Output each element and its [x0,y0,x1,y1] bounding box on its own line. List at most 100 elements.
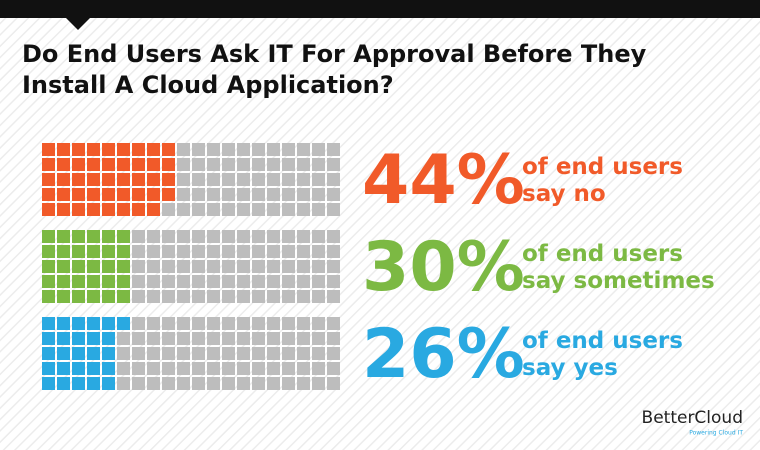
waffle-cell-empty [237,188,250,201]
waffle-cell-empty [162,362,175,375]
waffle-cell-filled [102,230,115,243]
waffle-cell-filled [87,245,100,258]
waffle-cell-empty [147,347,160,360]
waffle-cell-empty [207,203,220,216]
waffle-cell-filled [72,143,85,156]
waffle-cell-filled [72,347,85,360]
waffle-cell-filled [72,377,85,390]
waffle-cell-filled [132,203,145,216]
waffle-cell-filled [72,188,85,201]
waffle-cell-filled [147,203,160,216]
waffle-cell-empty [237,317,250,330]
waffle-cell-empty [222,332,235,345]
waffle-cell-empty [327,377,340,390]
waffle-cell-filled [57,347,70,360]
waffle-cell-filled [57,362,70,375]
waffle-cell-empty [177,260,190,273]
waffle-cell-empty [267,143,280,156]
waffle-cell-empty [297,158,310,171]
waffle-cell-empty [192,230,205,243]
waffle-cell-empty [132,332,145,345]
waffle-cell-empty [252,362,265,375]
waffle-cell-empty [327,332,340,345]
waffle-cell-filled [87,362,100,375]
waffle-cell-empty [327,362,340,375]
waffle-cell-empty [252,203,265,216]
waffle-cell-empty [132,245,145,258]
waffle-cell-empty [252,275,265,288]
waffle-cell-filled [72,173,85,186]
waffle-cell-empty [207,290,220,303]
waffle-cell-empty [297,245,310,258]
series-name: say yes [522,355,618,381]
waffle-cell-filled [117,260,130,273]
waffle-cell-empty [327,317,340,330]
waffle-cell-empty [252,290,265,303]
waffle-cell-empty [222,317,235,330]
waffle-cell-empty [312,173,325,186]
waffle-cell-empty [267,317,280,330]
waffle-cell-empty [147,317,160,330]
waffle-cell-filled [102,347,115,360]
waffle-cell-filled [117,203,130,216]
waffle-cell-empty [222,347,235,360]
waffle-cell-filled [102,332,115,345]
waffle-cell-empty [237,158,250,171]
waffle-cell-filled [162,188,175,201]
waffle-cell-empty [327,275,340,288]
waffle-cell-empty [312,188,325,201]
waffle-cell-empty [327,347,340,360]
waffle-cell-filled [42,245,55,258]
waffle-cell-empty [237,230,250,243]
waffle-cell-filled [102,317,115,330]
waffle-cell-empty [252,347,265,360]
waffle-cell-empty [177,347,190,360]
waffle-cell-filled [42,362,55,375]
waffle-cell-empty [147,332,160,345]
waffle-cell-empty [162,317,175,330]
waffle-cell-empty [282,275,295,288]
waffle-cell-filled [42,230,55,243]
waffle-cell-filled [102,143,115,156]
waffle-cell-empty [297,230,310,243]
waffle-cell-empty [312,290,325,303]
waffle-cell-empty [267,245,280,258]
value-label: 44% [362,141,525,220]
waffle-cell-empty [327,173,340,186]
waffle-cell-filled [102,362,115,375]
waffle-cell-filled [42,347,55,360]
waffle-cell-filled [132,143,145,156]
waffle-cell-empty [312,245,325,258]
waffle-cell-empty [177,203,190,216]
waffle-cell-empty [327,290,340,303]
waffle-cell-empty [132,317,145,330]
waffle-cell-empty [312,347,325,360]
value-label: 30% [362,228,525,307]
waffle-cell-empty [117,362,130,375]
waffle-cell-empty [282,173,295,186]
waffle-cell-filled [102,158,115,171]
waffle-cell-empty [162,245,175,258]
waffle-cell-empty [297,188,310,201]
waffle-cell-filled [132,173,145,186]
waffle-cell-empty [132,347,145,360]
waffle-cell-empty [297,362,310,375]
waffle-cell-empty [267,230,280,243]
waffle-cell-empty [312,362,325,375]
waffle-cell-filled [57,317,70,330]
waffle-cell-empty [177,230,190,243]
waffle-cell-filled [87,377,100,390]
waffle-cell-empty [222,158,235,171]
waffle-cell-empty [237,362,250,375]
waffle-cell-empty [252,230,265,243]
waffle-cell-empty [297,173,310,186]
waffle-cell-empty [252,317,265,330]
waffle-cell-filled [102,245,115,258]
waffle-cell-empty [312,332,325,345]
waffle-cell-filled [102,203,115,216]
waffle-cell-empty [162,290,175,303]
waffle-cell-empty [192,317,205,330]
waffle-cell-filled [57,332,70,345]
waffle-cell-empty [177,173,190,186]
waffle-cell-empty [297,377,310,390]
